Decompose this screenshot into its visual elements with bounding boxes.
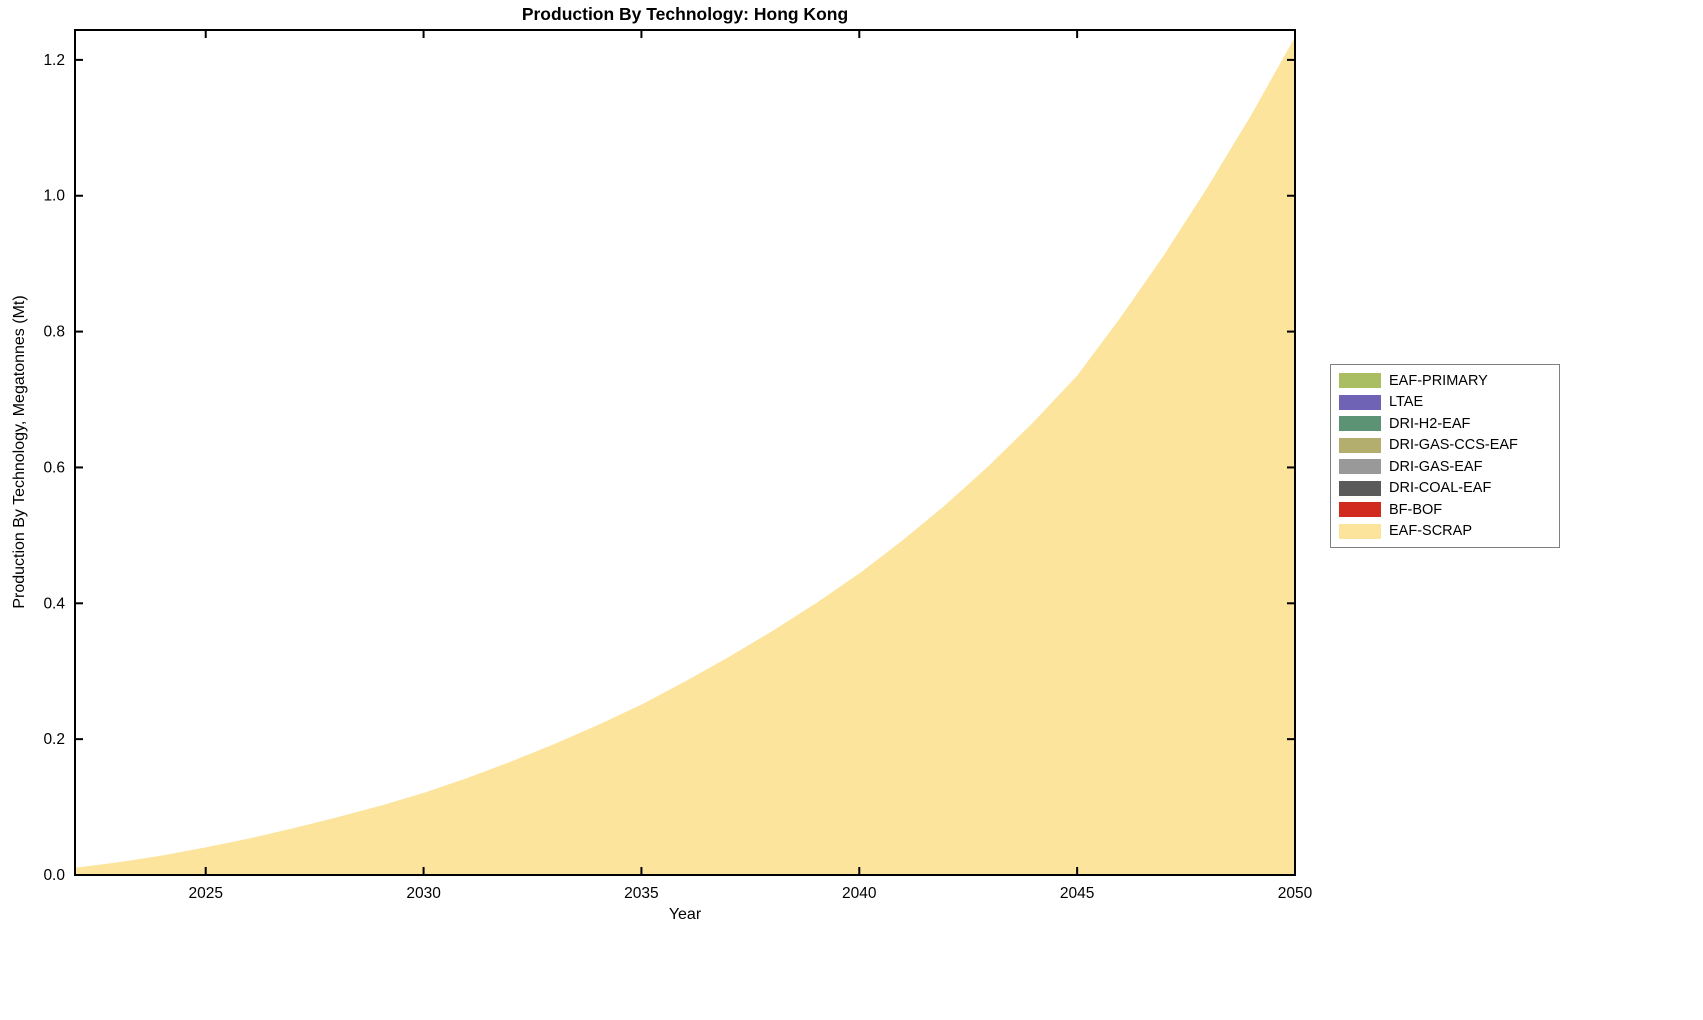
y-axis-label: Production By Technology, Megatonnes (Mt… (11, 295, 28, 609)
legend-swatch-dri-gas-ccs-eaf (1339, 437, 1381, 453)
legend-label: EAF-SCRAP (1389, 523, 1472, 540)
y-tick-label: 0.0 (43, 867, 65, 884)
y-tick-label: 1.2 (43, 52, 65, 69)
x-tick-label: 2040 (842, 885, 877, 902)
legend-label: DRI-H2-EAF (1389, 415, 1471, 432)
x-tick-label: 2035 (624, 885, 658, 902)
legend-label: DRI-GAS-EAF (1389, 458, 1483, 475)
legend-swatch-dri-h2-eaf (1339, 416, 1381, 432)
legend-label: EAF-PRIMARY (1389, 372, 1488, 389)
y-tick-label: 0.4 (43, 595, 65, 612)
legend-item-dri-h2-eaf: DRI-H2-EAF (1331, 413, 1559, 435)
axes-frame (74, 29, 1296, 876)
legend-swatch-bf-bof (1339, 502, 1381, 518)
x-tick-label: 2050 (1278, 885, 1313, 902)
y-tick-label: 1.0 (43, 188, 65, 205)
legend-label: LTAE (1389, 394, 1424, 411)
legend: EAF-PRIMARY LTAE DRI-H2-EAF DRI-GAS-CCS-EAF… (1330, 364, 1560, 548)
legend-item-dri-gas-eaf: DRI-GAS-EAF (1331, 456, 1559, 478)
legend-label: BF-BOF (1389, 501, 1443, 518)
legend-swatch-eaf-scrap (1339, 523, 1381, 539)
y-tick-label: 0.6 (43, 459, 65, 476)
legend-item-ltae: LTAE (1331, 392, 1559, 414)
y-tick-label: 0.8 (43, 324, 65, 341)
chart-title: Production By Technology: Hong Kong (521, 4, 849, 24)
legend-label: DRI-GAS-CCS-EAF (1389, 437, 1518, 454)
legend-swatch-eaf-primary (1339, 373, 1381, 389)
legend-swatch-dri-gas-eaf (1339, 459, 1381, 475)
legend-swatch-dri-coal-eaf (1339, 480, 1381, 496)
legend-item-bf-bof: BF-BOF (1331, 499, 1559, 521)
legend-item-eaf-scrap: EAF-SCRAP (1331, 521, 1559, 543)
x-tick-label: 2030 (406, 885, 441, 902)
x-axis-label: Year (668, 906, 702, 923)
legend-swatch-ltae (1339, 394, 1381, 410)
legend-item-dri-coal-eaf: DRI-COAL-EAF (1331, 478, 1559, 500)
legend-label: DRI-COAL-EAF (1389, 480, 1492, 497)
legend-item-eaf-primary: EAF-PRIMARY (1331, 370, 1559, 392)
x-tick-label: 2025 (188, 885, 222, 902)
x-tick-label: 2045 (1060, 885, 1094, 902)
legend-item-dri-gas-ccs-eaf: DRI-GAS-CCS-EAF (1331, 435, 1559, 457)
area-series-eaf-scrap (74, 36, 1296, 876)
y-tick-label: 0.2 (43, 731, 65, 748)
